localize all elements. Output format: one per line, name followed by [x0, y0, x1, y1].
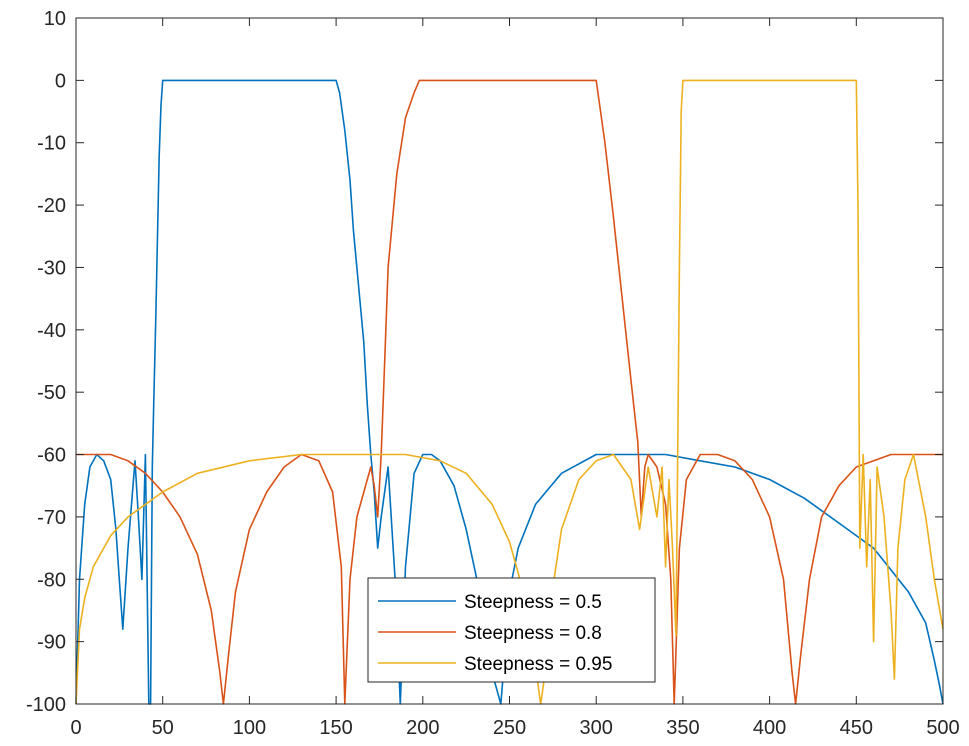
y-tick-label: 0	[55, 70, 66, 92]
x-tick-label: 500	[926, 717, 959, 739]
y-tick-label: -80	[37, 569, 66, 591]
series-line-2	[76, 79, 943, 705]
x-tick-label: 50	[152, 717, 174, 739]
legend: Steepness = 0.5 Steepness = 0.8 Steepness …	[367, 577, 656, 683]
y-tick-label: -90	[37, 632, 66, 654]
legend-label-2: Steepness = 0.8	[464, 623, 602, 644]
legend-label-3: Steepness = 0.95	[464, 654, 612, 675]
x-tick-label: 100	[233, 717, 266, 739]
y-tick-label: -100	[26, 694, 66, 716]
series-lines	[75, 79, 944, 705]
y-tick-label: -30	[37, 257, 66, 279]
x-tick-label: 400	[753, 717, 786, 739]
y-tick-label: -70	[37, 507, 66, 529]
y-tick-label: 10	[44, 8, 66, 30]
y-tick-label: -60	[37, 445, 66, 467]
x-tick-label: 200	[406, 717, 439, 739]
series-line-3	[75, 79, 944, 705]
x-tick-label: 300	[580, 717, 613, 739]
y-tick-label: -10	[37, 133, 66, 155]
legend-items: Steepness = 0.5 Steepness = 0.8 Steepness …	[378, 592, 612, 675]
x-tick-label: 350	[666, 717, 699, 739]
x-tick-label: 0	[70, 717, 81, 739]
y-tick-label: -50	[37, 382, 66, 404]
legend-label-1: Steepness = 0.5	[464, 592, 602, 613]
y-tick-label: -20	[37, 195, 66, 217]
y-tick-label: -40	[37, 320, 66, 342]
legend-box	[367, 577, 656, 683]
x-tick-label: 450	[840, 717, 873, 739]
axis-ticks: 0 50 100 150 200 250 300 350 400 450 500100-10-20-…	[26, 8, 960, 739]
x-tick-label: 250	[493, 717, 526, 739]
x-tick-label: 150	[319, 717, 352, 739]
